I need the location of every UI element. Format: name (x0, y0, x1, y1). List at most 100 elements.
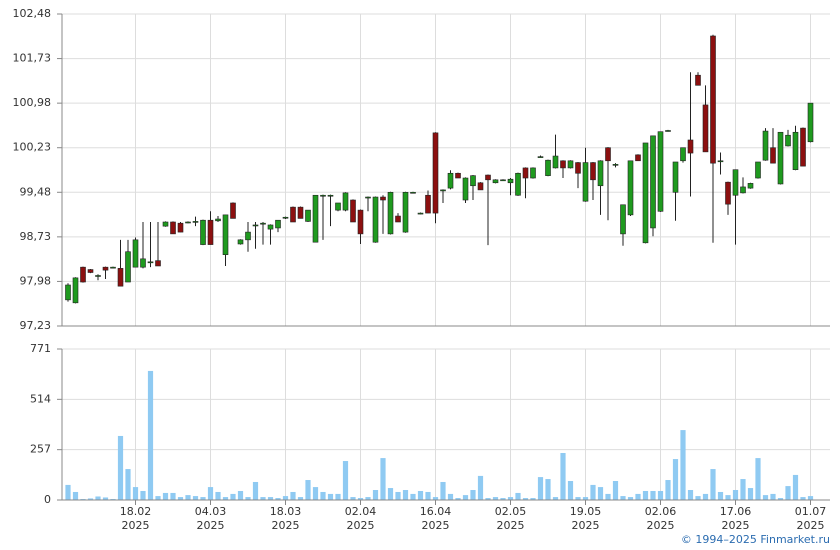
volume-bar (537, 477, 544, 500)
candle-body (537, 156, 544, 158)
volume-bar (560, 452, 566, 500)
y-tick-label: 100,98 (13, 96, 52, 109)
candle-body (552, 155, 559, 169)
volume-bar (267, 497, 274, 500)
volume-bar (162, 492, 169, 500)
volume-bar (680, 430, 686, 500)
volume-bar (545, 479, 551, 500)
candle-body (110, 266, 116, 269)
x-tick-label: 17.06 2025 (719, 505, 752, 532)
candle-body (762, 130, 769, 161)
volume-bar (530, 498, 536, 500)
volume-bar (792, 474, 799, 500)
candle-body (462, 177, 469, 201)
candle-body (785, 134, 791, 147)
x-tick-label: 02.04 2025 (344, 505, 377, 532)
volume-bar (215, 491, 221, 500)
volume-bar (117, 435, 124, 500)
candle-body (102, 266, 109, 271)
y-tick-label: 514 (30, 392, 51, 405)
volume-bar (807, 496, 814, 500)
candle-body (755, 161, 761, 179)
candle-body (657, 131, 664, 212)
candle-body (650, 135, 656, 229)
candle-body (207, 219, 214, 245)
candle-body (365, 196, 371, 199)
candle-body (545, 159, 551, 176)
candle-body (380, 196, 386, 201)
y-tick-label: 97,98 (20, 274, 52, 287)
candle-body (597, 160, 604, 187)
candle-body (230, 202, 236, 219)
volume-bar (380, 458, 386, 500)
candle-body (372, 196, 379, 243)
volume-bar (237, 490, 244, 500)
volume-bar (665, 480, 671, 500)
candle-body (732, 169, 739, 196)
volume-bar (687, 490, 694, 500)
volume-bar (567, 481, 574, 500)
volume-bar (672, 459, 679, 500)
candle-body (800, 127, 806, 167)
volume-bar (357, 498, 364, 500)
volume-bar (552, 497, 559, 500)
volume-bar (627, 497, 634, 500)
candle-body (155, 260, 161, 267)
candle-body (305, 209, 311, 222)
volume-bar (252, 481, 259, 500)
candle-body (807, 102, 814, 143)
candle-body (357, 209, 364, 235)
candle-body (500, 179, 506, 182)
candle-body (125, 251, 131, 283)
volume-bar (395, 491, 401, 500)
volume-bar (132, 487, 139, 500)
volume-bar (425, 491, 431, 500)
candle-body (162, 221, 169, 227)
candle-body (725, 181, 731, 205)
candle-body (477, 182, 484, 191)
volume-bar (200, 497, 206, 500)
volume-bar (312, 487, 319, 500)
volume-bar (485, 498, 491, 500)
volume-bar (747, 488, 754, 500)
candle-body (770, 147, 776, 164)
x-tick-label: 16.04 2025 (419, 505, 452, 532)
volume-bar (387, 488, 394, 500)
candle-body (402, 191, 409, 233)
candle-body (140, 258, 146, 268)
candle-body (200, 219, 206, 245)
candle-body (87, 269, 94, 273)
x-tick-label: 02.05 2025 (494, 505, 527, 532)
candle-body (590, 162, 596, 181)
volume-bar (635, 493, 641, 500)
volume-bar (447, 493, 454, 500)
volume-bar (507, 497, 514, 500)
volume-bar (72, 491, 79, 500)
candle-body (492, 179, 499, 184)
candle-body (350, 199, 356, 223)
volume-bar (717, 491, 724, 500)
candle-body (95, 275, 101, 277)
candle-body (177, 222, 184, 233)
volume-bar (147, 370, 154, 500)
candle-body (222, 214, 229, 255)
volume-bar (282, 496, 289, 500)
y-tick-label: 0 (44, 493, 51, 506)
volume-bar (462, 495, 469, 500)
candle-body (470, 175, 476, 187)
candle-body (297, 206, 304, 219)
volume-bar (785, 486, 791, 500)
volume-bar (65, 484, 71, 500)
volume-bar (732, 490, 739, 500)
volume-bar (650, 490, 656, 500)
volume-bar (275, 498, 281, 500)
candle-body (687, 139, 694, 154)
volume-bar (762, 495, 769, 500)
candle-body (485, 174, 491, 181)
x-tick-label: 18.02 2025 (119, 505, 152, 532)
y-tick-label: 102,48 (13, 7, 52, 20)
y-tick-label: 99,48 (20, 185, 52, 198)
candle-body (65, 284, 71, 301)
volume-bar (260, 497, 266, 500)
